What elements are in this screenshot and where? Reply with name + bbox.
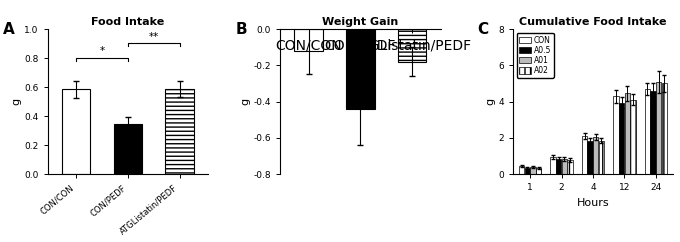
Y-axis label: g: g — [241, 98, 251, 105]
Text: **: ** — [148, 32, 159, 42]
Bar — [294, 29, 323, 51]
Bar — [625, 93, 630, 174]
Y-axis label: g: g — [12, 98, 21, 105]
Text: A: A — [3, 22, 14, 37]
Bar — [530, 167, 536, 174]
Bar — [599, 141, 604, 174]
Bar — [645, 89, 650, 174]
Text: B: B — [235, 22, 247, 37]
Bar — [588, 141, 593, 174]
Y-axis label: g: g — [486, 98, 495, 105]
Legend: CON, A0.5, A01, A02: CON, A0.5, A01, A02 — [517, 33, 554, 78]
Bar — [662, 83, 667, 174]
Bar — [536, 168, 541, 174]
Bar — [114, 124, 142, 174]
Bar — [346, 29, 375, 109]
Bar — [630, 100, 636, 174]
Bar — [556, 159, 562, 174]
Bar — [593, 137, 598, 174]
Bar — [524, 168, 530, 174]
Title: Food Intake: Food Intake — [91, 17, 165, 27]
Bar — [619, 103, 624, 174]
Text: *: * — [99, 46, 105, 56]
Bar — [562, 159, 567, 174]
Title: Cumulative Food Intake: Cumulative Food Intake — [520, 17, 667, 27]
Title: Weight Gain: Weight Gain — [322, 17, 398, 27]
Bar — [582, 136, 587, 174]
Bar — [650, 91, 656, 174]
Bar — [550, 157, 556, 174]
Bar — [62, 89, 90, 174]
Bar — [613, 96, 619, 174]
Bar — [165, 89, 194, 174]
Bar — [519, 166, 524, 174]
Bar — [656, 82, 662, 174]
Text: C: C — [477, 22, 489, 37]
Bar — [398, 29, 426, 62]
X-axis label: Hours: Hours — [577, 198, 609, 208]
Bar — [567, 160, 573, 174]
